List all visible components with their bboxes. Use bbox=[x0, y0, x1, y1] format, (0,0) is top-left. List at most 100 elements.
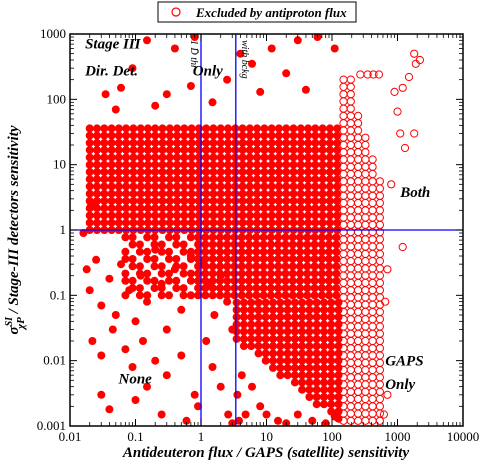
scatter-point bbox=[327, 363, 336, 372]
scatter-point bbox=[296, 138, 305, 147]
scatter-point bbox=[296, 269, 304, 278]
scatter-point bbox=[245, 146, 254, 155]
scatter-point bbox=[208, 98, 217, 107]
scatter-point bbox=[289, 204, 298, 213]
scatter-point bbox=[247, 327, 256, 336]
scatter-point bbox=[332, 240, 341, 249]
open-point bbox=[339, 111, 348, 121]
scatter-point bbox=[317, 284, 326, 293]
scatter-point bbox=[267, 44, 276, 53]
scatter-point bbox=[317, 247, 326, 256]
scatter-point bbox=[259, 240, 268, 249]
open-point bbox=[368, 387, 377, 396]
scatter-point bbox=[274, 182, 283, 191]
scatter-point bbox=[224, 189, 232, 198]
scatter-point bbox=[82, 265, 91, 274]
open-point bbox=[375, 336, 384, 346]
scatter-point bbox=[172, 255, 181, 263]
scatter-point bbox=[304, 167, 313, 176]
scatter-point bbox=[290, 342, 299, 351]
scatter-point bbox=[157, 269, 166, 278]
scatter-point bbox=[216, 240, 224, 249]
open-point bbox=[361, 373, 370, 382]
scatter-point bbox=[312, 298, 321, 307]
scatter-point bbox=[254, 313, 263, 322]
scatter-point bbox=[122, 146, 131, 155]
open-point bbox=[346, 257, 355, 266]
scatter-point bbox=[310, 276, 319, 285]
scatter-point bbox=[320, 378, 328, 387]
open-point bbox=[375, 198, 384, 208]
scatter-point bbox=[151, 356, 160, 365]
scatter-point bbox=[223, 291, 232, 300]
data-points bbox=[79, 34, 424, 426]
open-point bbox=[354, 278, 363, 287]
scatter-point bbox=[208, 262, 217, 271]
open-point bbox=[346, 322, 355, 331]
scatter-point bbox=[173, 189, 182, 198]
region-label: Both bbox=[399, 185, 430, 201]
scatter-point bbox=[93, 189, 101, 198]
scatter-point bbox=[88, 337, 97, 345]
open-point bbox=[375, 380, 384, 389]
scatter-point bbox=[100, 182, 109, 191]
scatter-point bbox=[274, 146, 283, 155]
scatter-point bbox=[305, 393, 314, 401]
open-point bbox=[375, 322, 384, 331]
scatter-point bbox=[333, 204, 342, 213]
scatter-point bbox=[282, 182, 291, 191]
scatter-point bbox=[334, 305, 343, 314]
scatter-point bbox=[125, 286, 134, 295]
scatter-point bbox=[172, 276, 181, 285]
scatter-point bbox=[305, 334, 314, 343]
scatter-point bbox=[269, 363, 277, 372]
scatter-point bbox=[173, 153, 182, 162]
open-point bbox=[354, 344, 363, 353]
scatter-point bbox=[261, 327, 270, 336]
y-tick-label: 0.001 bbox=[37, 418, 66, 433]
open-point bbox=[375, 206, 384, 215]
scatter-point bbox=[276, 363, 285, 372]
scatter-point bbox=[165, 160, 174, 169]
scatter-point bbox=[85, 167, 94, 176]
scatter-point bbox=[100, 197, 109, 205]
scatter-point bbox=[318, 182, 327, 191]
open-point bbox=[361, 206, 370, 215]
scatter-point bbox=[232, 298, 241, 307]
open-point bbox=[346, 286, 355, 295]
scatter-point bbox=[266, 276, 275, 285]
open-point bbox=[368, 365, 377, 375]
scatter-point bbox=[209, 146, 218, 155]
scatter-point bbox=[165, 218, 174, 227]
scatter-point bbox=[332, 284, 341, 293]
scatter-point bbox=[151, 197, 160, 205]
scatter-point bbox=[303, 284, 312, 293]
scatter-point bbox=[194, 160, 203, 169]
open-point bbox=[346, 278, 355, 287]
scatter-point bbox=[111, 311, 120, 319]
scatter-point bbox=[305, 378, 314, 387]
scatter-point bbox=[311, 211, 320, 220]
scatter-point bbox=[187, 182, 196, 191]
scatter-point bbox=[276, 356, 285, 365]
scatter-point bbox=[85, 131, 94, 140]
scatter-point bbox=[327, 349, 336, 358]
scatter-point bbox=[310, 284, 319, 293]
open-point bbox=[404, 72, 414, 82]
scatter-point bbox=[165, 182, 174, 191]
scatter-point bbox=[151, 138, 160, 147]
scatter-point bbox=[320, 327, 328, 336]
scatter-point bbox=[259, 247, 268, 256]
scatter-point bbox=[216, 138, 225, 147]
scatter-point bbox=[216, 233, 224, 242]
open-point bbox=[339, 249, 348, 258]
scatter-point bbox=[296, 247, 304, 256]
scatter-point bbox=[303, 291, 312, 300]
open-point bbox=[354, 329, 363, 338]
scatter-point bbox=[202, 218, 211, 227]
scatter-point bbox=[311, 167, 320, 176]
legend-box bbox=[157, 1, 357, 23]
scatter-point bbox=[334, 320, 343, 329]
scatter-point bbox=[194, 197, 203, 205]
